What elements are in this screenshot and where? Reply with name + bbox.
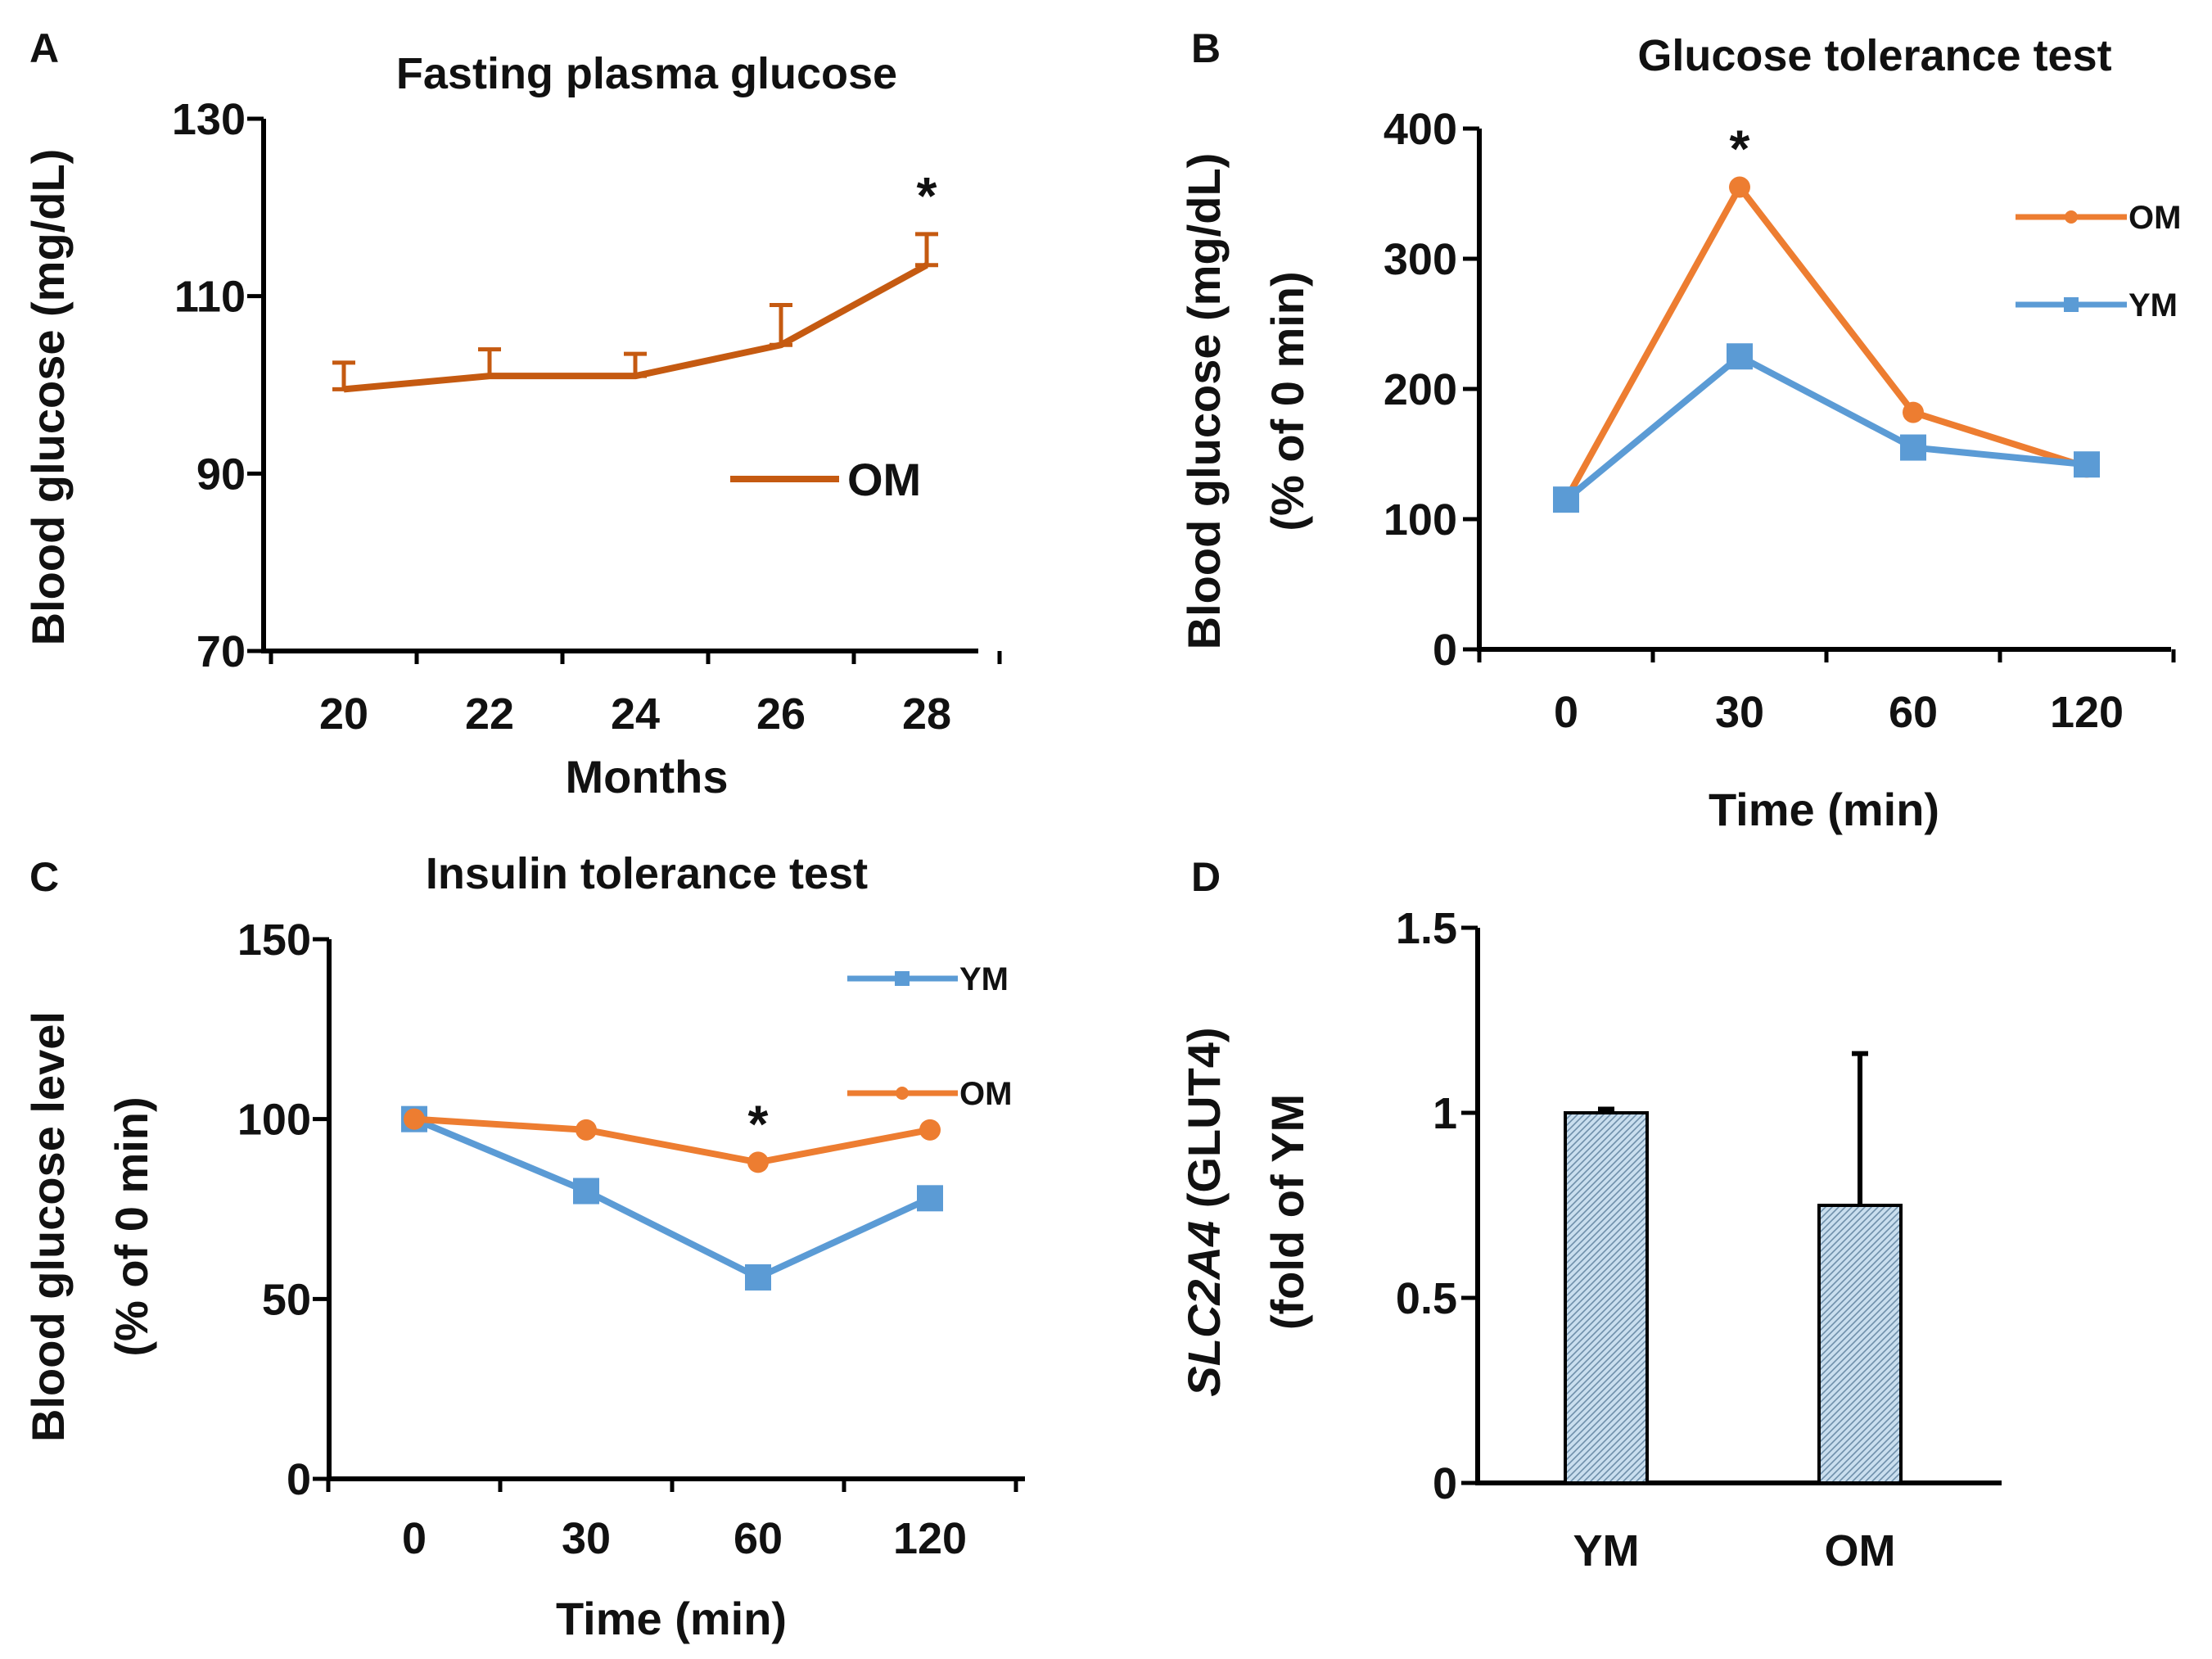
panel-a-letter: A <box>29 25 59 71</box>
panel-c-y-tick-label: 0 <box>287 1455 311 1504</box>
panel-d-letter: D <box>1191 854 1221 900</box>
panel-b-series-om-line <box>1563 183 2088 502</box>
panel-c-x-tick-label: 0 <box>402 1514 427 1563</box>
panel-b-significance-star: * <box>1730 120 1750 179</box>
panel-a-x-tick-label: 26 <box>756 689 806 739</box>
panel-d-bar-ym <box>1564 1111 1649 1485</box>
panel-c-legend: YM OM <box>847 961 1012 1112</box>
panel-a-y-tick-label: 110 <box>174 273 246 322</box>
panel-c-legend-om-label: OM <box>959 1076 1012 1112</box>
panel-a-significance-star: * <box>917 166 937 225</box>
panel-d-y-axis-label-italic: SLC2A4 <box>1178 1221 1230 1397</box>
panel-c-x-tick-label: 30 <box>562 1514 611 1563</box>
panel-b-series-om-point <box>1903 401 1924 423</box>
panel-b-x-axis-label: Time (min) <box>1709 784 1939 835</box>
panel-a-x-tick-label: 28 <box>902 689 951 739</box>
panel-a-y-tick-label: 130 <box>172 95 246 144</box>
panel-c: C Insulin tolerance test Blood glucose l… <box>22 849 1025 1644</box>
panel-c-title: Insulin tolerance test <box>426 849 868 898</box>
panel-d-x-tick-label: YM <box>1573 1526 1640 1575</box>
panel-a-x-tick-label: 22 <box>465 689 514 739</box>
panel-b-letter: B <box>1191 25 1221 71</box>
panel-a-x-tick-label: 24 <box>611 689 660 739</box>
panel-c-series-ym-point <box>573 1178 599 1205</box>
panel-c-x-axis-label: Time (min) <box>556 1593 787 1644</box>
panel-c-series-om-point <box>919 1119 941 1141</box>
panel-d-y-tick-label: 1 <box>1433 1089 1457 1138</box>
panel-a-y-tick-label: 90 <box>196 450 246 499</box>
panel-b-y-tick-label: 300 <box>1384 235 1457 284</box>
panel-d-plot: 0 0.5 1 1.5 YM OM <box>1396 904 2002 1575</box>
panel-c-series-ym-point <box>917 1185 943 1212</box>
panel-b-legend-om-marker <box>2065 210 2078 224</box>
panel-d: D SLC2A4 (GLUT4) (fold of YM 0 0.5 1 1.5 YM O… <box>1178 854 2002 1575</box>
panel-b-x-tick-label: 120 <box>2050 688 2124 737</box>
panel-c-series-om-line <box>413 1115 931 1166</box>
panel-d-bar-om <box>1817 1204 1903 1485</box>
panel-b-legend-om-label: OM <box>2128 200 2181 236</box>
panel-b-y-tick-label: 200 <box>1384 365 1457 414</box>
panel-c-series-ym-point <box>745 1263 771 1291</box>
panel-a-plot: 70 90 110 130 20 22 24 26 28 * <box>172 95 1002 739</box>
panel-a-x-axis-label: Months <box>565 751 728 802</box>
panel-b-y-tick-label: 400 <box>1384 105 1457 154</box>
panel-c-x-tick-label: 120 <box>893 1514 967 1563</box>
panel-c-x-tick-label: 60 <box>734 1514 783 1563</box>
panel-b-legend-ym-label: YM <box>2128 287 2178 323</box>
panel-d-y-axis-label: SLC2A4 (GLUT4) <box>1178 1027 1230 1396</box>
panel-c-y-tick-label: 50 <box>262 1275 311 1324</box>
panel-a-x-tick-label: 20 <box>319 689 368 739</box>
panel-c-y-tick-label: 150 <box>237 915 311 965</box>
panel-d-y-tick-label: 1.5 <box>1396 904 1457 953</box>
panel-a-legend-label: OM <box>847 454 921 505</box>
panel-b-series-ym-point <box>1900 434 1926 461</box>
panel-b-y-axis-label: Blood glucose (mg/dL) <box>1178 153 1230 650</box>
panel-b-y-tick-label: 0 <box>1433 626 1457 675</box>
panel-b-x-tick-label: 30 <box>1715 688 1764 737</box>
panel-c-series-ym-line <box>413 1115 932 1281</box>
panel-b-y-tick-label: 100 <box>1384 495 1457 545</box>
panel-d-y-tick-label: 0.5 <box>1396 1274 1457 1323</box>
panel-c-legend-ym-label: YM <box>959 961 1009 997</box>
panel-c-y-axis-label: Blood glucose level <box>22 1011 74 1442</box>
panel-b: B Glucose tolerance test Blood glucose (… <box>1178 25 2181 835</box>
panel-b-series-ym-line <box>1564 353 2088 503</box>
panel-c-letter: C <box>29 854 59 900</box>
panel-d-y-tick-label: 0 <box>1433 1459 1457 1508</box>
panel-b-series-ym-point <box>2074 451 2100 478</box>
panel-a-y-axis-label: Blood glucose (mg/dL) <box>22 149 74 646</box>
panel-c-series-om-point <box>404 1108 425 1130</box>
panel-d-x-tick-label: OM <box>1825 1526 1896 1575</box>
panel-c-series-om-point <box>747 1151 769 1173</box>
panel-c-y-axis-label-2: (% of 0 min) <box>106 1096 157 1356</box>
panel-d-y-axis-label-2: (fold of YM <box>1262 1094 1313 1330</box>
panel-b-series-ym-point <box>1727 343 1753 370</box>
panel-c-legend-om-marker <box>896 1087 909 1100</box>
panel-b-legend-ym-marker <box>2064 297 2079 312</box>
panel-c-y-tick-label: 100 <box>237 1096 311 1145</box>
panel-b-series-ym-point <box>1553 486 1579 513</box>
panel-d-y-axis-label-rest: (GLUT4) <box>1178 1027 1230 1220</box>
panel-b-series-om-point <box>1729 176 1750 198</box>
panel-a: A Fasting plasma glucose Blood glucose (… <box>22 25 1002 802</box>
panel-c-plot: 0 50 100 150 0 30 60 120 * <box>237 915 1025 1563</box>
panel-b-legend: OM YM <box>2016 200 2181 323</box>
panel-a-title: Fasting plasma glucose <box>396 49 897 98</box>
panel-b-title: Glucose tolerance test <box>1637 31 2111 80</box>
panel-b-plot: 0 100 200 300 400 0 30 60 120 * <box>1384 105 2176 737</box>
panel-c-legend-ym-marker <box>895 971 910 986</box>
panel-c-series-om-point <box>576 1119 597 1141</box>
panel-b-x-tick-label: 60 <box>1889 688 1938 737</box>
panel-a-y-tick-label: 70 <box>196 627 246 676</box>
panel-b-y-axis-label-2: (% of 0 min) <box>1262 271 1313 531</box>
panel-b-x-tick-label: 0 <box>1554 688 1578 737</box>
panel-c-significance-star: * <box>748 1094 769 1153</box>
